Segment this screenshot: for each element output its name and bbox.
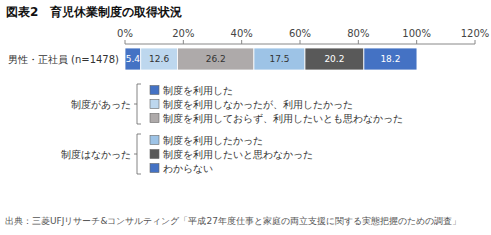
tick-label: 60% (289, 28, 311, 39)
bar-segment (178, 48, 254, 70)
tick-mark (183, 40, 184, 44)
data-labels: 5.4 12.6 26.2 17.5 20.2 18.2 (126, 54, 401, 64)
tick-label: 120% (461, 28, 490, 39)
tick-label: 20% (172, 28, 194, 39)
group-label: 制度はなかった (61, 149, 131, 160)
group-label: 制度があった (71, 99, 131, 110)
legend-entry: 制度を利用したかった (163, 135, 263, 146)
tick-mark (300, 40, 301, 44)
legend-entry: 制度を利用した (163, 85, 233, 96)
legend-swatch (150, 136, 159, 145)
data-label: 17.5 (269, 54, 289, 64)
category-label: 男性・正社員 (n=1478) (8, 54, 119, 65)
tick-label: 40% (231, 28, 253, 39)
data-label: 5.4 (126, 54, 141, 64)
legend-swatch (150, 164, 159, 173)
group-brace (134, 84, 141, 124)
tick-label: 100% (402, 28, 431, 39)
legend-entry: 制度を利用しなかったが、利用したかった (163, 99, 353, 110)
source: 出典：三菱UFJリサーチ&コンサルティング「平成27年度仕事と家庭の両立支援に関… (5, 216, 461, 226)
legend: 制度を利用した制度を利用しなかったが、利用したかった制度を利用しておらず、利用し… (61, 84, 403, 174)
bar-segment (125, 48, 141, 70)
tick-mark (475, 40, 476, 44)
tick-label: 0% (117, 28, 133, 39)
data-label: 20.2 (324, 54, 344, 64)
tick-mark (125, 40, 126, 44)
tick-mark (358, 40, 359, 44)
x-axis: 0% 20% 40% 60% 80% 100% 120% (117, 28, 489, 44)
legend-entry: わからない (163, 163, 213, 174)
data-label: 18.2 (380, 54, 400, 64)
title: 図表2 育児休業制度の取得状況 (6, 5, 182, 19)
group-brace (134, 134, 141, 174)
data-label: 26.2 (206, 54, 226, 64)
legend-entry: 制度を利用したいと思わなかった (163, 149, 313, 160)
legend-swatch (150, 86, 159, 95)
chart: 図表2 育児休業制度の取得状況 0% 20% 40% 60% 80% 100% 120% 男性・… (0, 0, 491, 235)
legend-swatch (150, 114, 159, 123)
tick-mark (241, 40, 242, 44)
bars (125, 48, 417, 70)
data-label: 12.6 (149, 54, 169, 64)
bar-segment (141, 48, 178, 70)
tick-label: 80% (347, 28, 369, 39)
tick-mark (416, 40, 417, 44)
bar-segment (305, 48, 364, 70)
legend-swatch (150, 150, 159, 159)
legend-entry: 制度を利用しておらず、利用したいとも思わなかった (163, 113, 403, 125)
legend-swatch (150, 100, 159, 109)
bar-segment (364, 48, 417, 70)
bar-segment (254, 48, 305, 70)
